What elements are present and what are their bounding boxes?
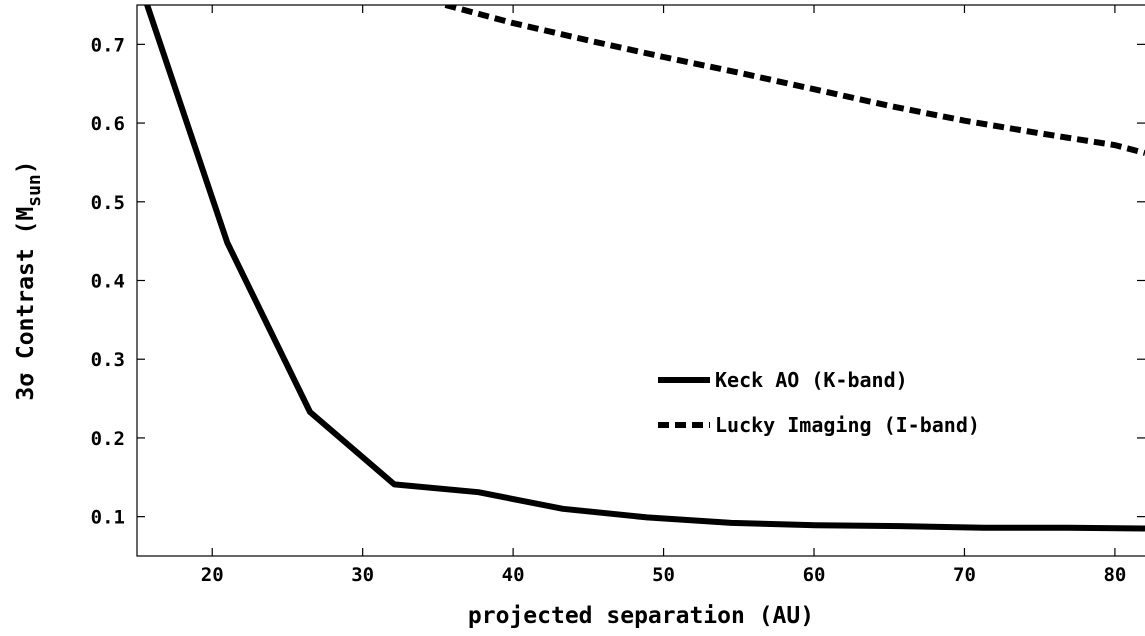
x-tick-label: 50 <box>652 564 675 586</box>
legend-label-keck: Keck AO (K-band) <box>715 368 908 392</box>
series-line-keck <box>143 5 1145 532</box>
y-tick-label: 0.6 <box>91 113 125 135</box>
y-tick-label: 0.7 <box>91 34 125 56</box>
legend: Keck AO (K-band) Lucky Imaging (I-band) <box>658 368 980 437</box>
x-tick-label: 80 <box>1103 564 1126 586</box>
x-tick-label: 20 <box>201 564 224 586</box>
ticks-layer: 20 30 40 50 60 70 80 0.1 0.2 0.3 0.4 0.5 0.6 0.7 <box>91 5 1145 586</box>
x-tick-label: 60 <box>803 564 826 586</box>
y-axis-title-main: 3σ Contrast (M <box>13 207 39 401</box>
x-axis-title: projected separation (AU) <box>468 603 814 629</box>
y-tick-label: 0.1 <box>91 507 125 529</box>
plot-area <box>136 4 1145 557</box>
y-tick-label: 0.3 <box>91 349 125 371</box>
y-axis-title-suffix: ) <box>13 160 39 174</box>
y-axis-title: 3σ Contrast (Msun) <box>13 160 45 400</box>
y-axis-title-subscript: sun <box>24 174 45 207</box>
x-tick-label: 40 <box>502 564 525 586</box>
series-line-lucky <box>444 5 1145 156</box>
y-tick-label: 0.5 <box>91 192 125 214</box>
y-tick-label: 0.4 <box>91 271 125 293</box>
y-tick-label: 0.2 <box>91 428 125 450</box>
series-layer <box>143 5 1145 532</box>
x-tick-label: 70 <box>953 564 976 586</box>
legend-label-lucky: Lucky Imaging (I-band) <box>715 413 980 437</box>
x-tick-label: 30 <box>351 564 374 586</box>
